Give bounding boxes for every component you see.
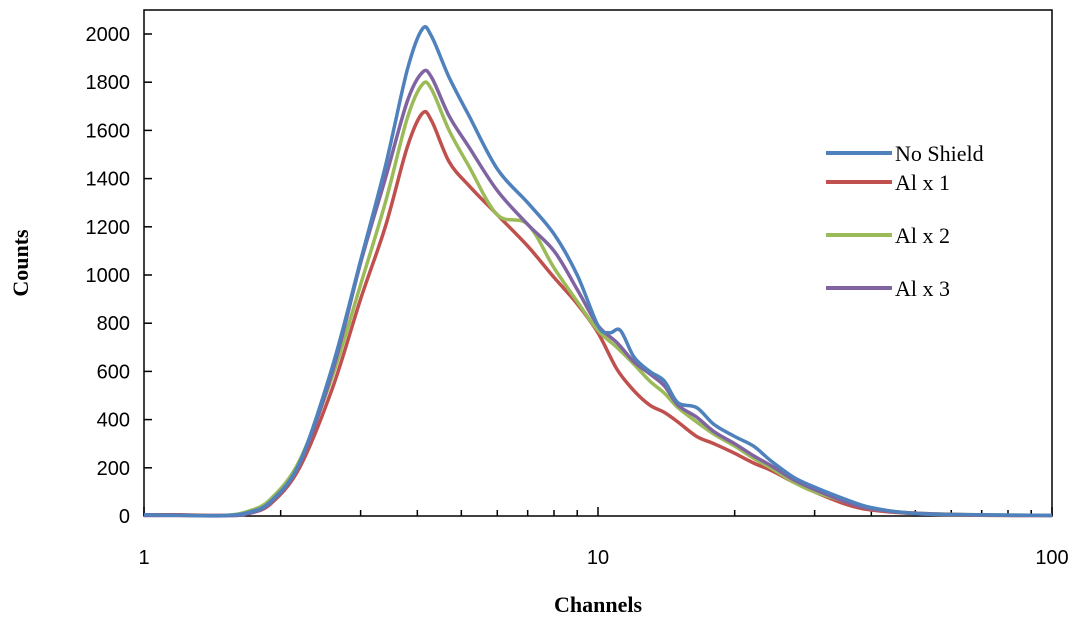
legend-label-al-x-2: Al x 2	[895, 223, 950, 248]
x-tick-label: 10	[587, 547, 609, 569]
legend-label-al-x-1: Al x 1	[895, 170, 950, 195]
y-axis: 0 200 400 600 800 1000 1200 1400 1600 1800 2000	[86, 24, 152, 528]
y-axis-title: Counts	[8, 229, 33, 297]
y-tick-label: 0	[119, 506, 130, 528]
series-layer	[143, 25, 1053, 518]
y-tick-label: 1400	[86, 169, 131, 191]
y-tick-label: 800	[97, 313, 130, 335]
y-tick-label: 400	[97, 410, 130, 432]
x-axis-title: Channels	[554, 592, 642, 617]
x-tick-label: 1	[138, 547, 149, 569]
y-tick-label: 1000	[86, 265, 131, 287]
legend: No Shield Al x 1 Al x 2 Al x 3	[826, 141, 984, 301]
series-line-no-shield	[143, 25, 1053, 518]
y-tick-label: 1600	[86, 120, 131, 142]
y-tick-label: 600	[97, 361, 130, 383]
y-tick-label: 200	[97, 458, 130, 480]
legend-label-no-shield: No Shield	[895, 141, 984, 166]
plot-area-frame	[143, 9, 1053, 517]
x-tick-label: 100	[1035, 547, 1068, 569]
legend-label-al-x-3: Al x 3	[895, 276, 950, 301]
y-tick-label: 1800	[86, 72, 131, 94]
y-tick-label: 2000	[86, 24, 131, 46]
y-tick-label: 1200	[86, 217, 131, 239]
